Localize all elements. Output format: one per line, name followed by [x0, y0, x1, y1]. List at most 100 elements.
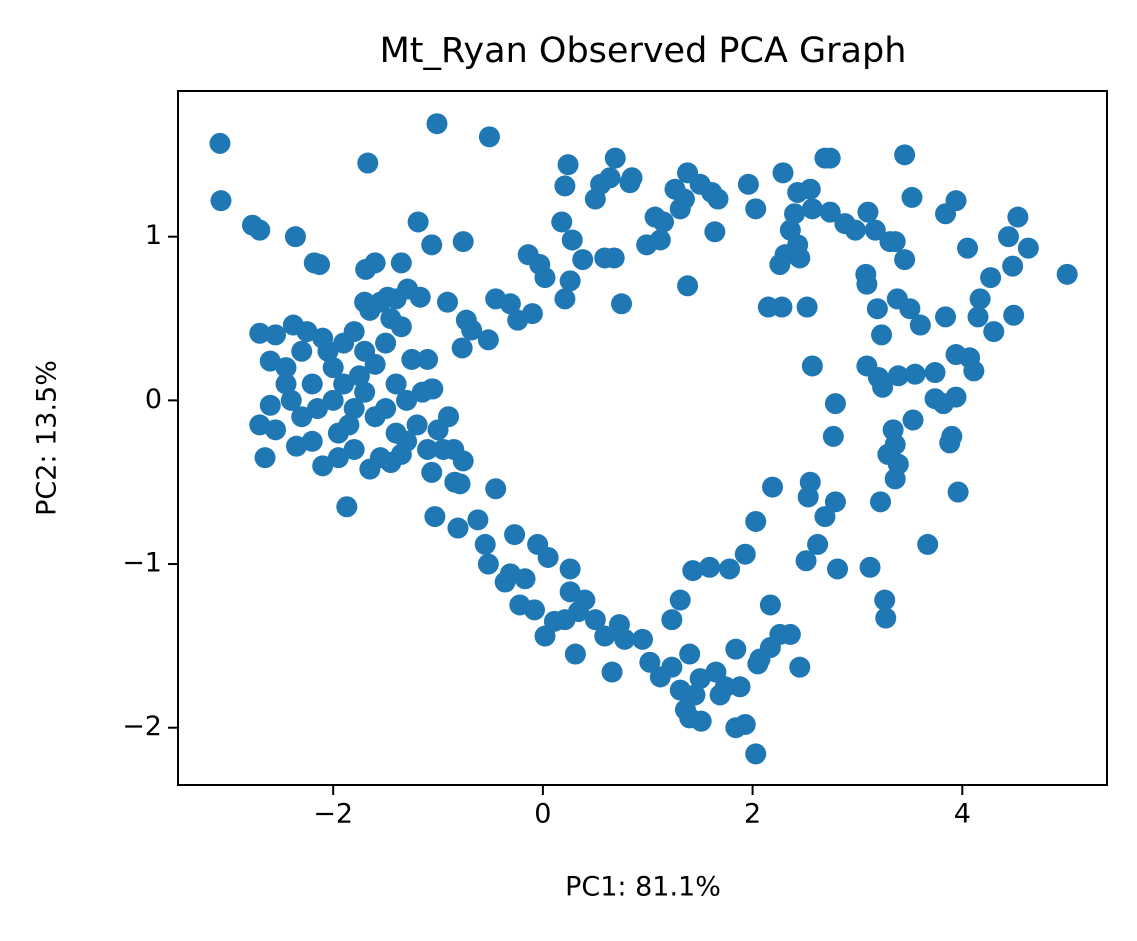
scatter-point	[856, 273, 878, 295]
scatter-point	[461, 319, 483, 341]
scatter-point	[957, 237, 979, 259]
scatter-point	[537, 546, 559, 568]
scatter-point	[870, 491, 892, 513]
scatter-point	[772, 162, 794, 184]
scatter-point	[312, 455, 334, 477]
scatter-point	[963, 360, 985, 382]
scatter-point	[801, 355, 823, 377]
scatter-point	[551, 211, 573, 233]
scatter-point	[719, 558, 741, 580]
scatter-point	[980, 267, 1002, 289]
scatter-point	[317, 340, 339, 362]
scatter-point	[795, 550, 817, 572]
scatter-point	[857, 201, 879, 223]
scatter-point	[704, 221, 726, 243]
scatter-point	[652, 211, 674, 233]
scatter-point	[799, 178, 821, 200]
scatter-point	[336, 496, 358, 518]
x-tick-label: 0	[534, 799, 551, 830]
scatter-point	[801, 198, 823, 220]
scatter-point	[904, 363, 926, 385]
scatter-point	[559, 270, 581, 292]
scatter-point	[779, 623, 801, 645]
scatter-point	[584, 609, 606, 631]
scatter-point	[447, 517, 469, 539]
scatter-point	[396, 389, 418, 411]
scatter-point	[819, 201, 841, 223]
scatter-point	[322, 389, 344, 411]
scatter-point	[599, 167, 621, 189]
scatter-point	[745, 743, 767, 765]
x-tick-label: 4	[954, 799, 971, 830]
scatter-point	[559, 581, 581, 603]
scatter-point	[807, 533, 829, 555]
scatter-point	[564, 643, 586, 665]
scatter-point	[390, 443, 412, 465]
scatter-point	[725, 638, 747, 660]
scatter-point	[1007, 206, 1029, 228]
scatter-point	[859, 556, 881, 578]
scatter-point	[504, 524, 526, 546]
scatter-point	[677, 275, 699, 297]
scatter-point	[390, 316, 412, 338]
scatter-point	[451, 337, 473, 359]
scatter-point	[436, 291, 458, 313]
scatter-point	[874, 589, 896, 611]
scatter-point	[649, 229, 671, 251]
scatter-point	[477, 553, 499, 575]
scatter-point	[364, 252, 386, 274]
scatter-point	[759, 594, 781, 616]
scatter-point	[249, 322, 271, 344]
scatter-point	[884, 231, 906, 253]
scatter-point	[521, 303, 543, 325]
scatter-point	[210, 190, 232, 212]
scatter-point	[438, 406, 460, 428]
scatter-point	[899, 298, 921, 320]
scatter-point	[561, 229, 583, 251]
scatter-point	[554, 288, 576, 310]
scatter-point	[572, 249, 594, 271]
scatter-point	[1056, 263, 1078, 285]
scatter-point	[894, 249, 916, 271]
scatter-point	[871, 324, 893, 346]
scatter-point	[769, 254, 791, 275]
scatter-point	[789, 656, 811, 678]
chart-title: Mt_Ryan Observed PCA Graph	[380, 31, 907, 71]
scatter-point	[604, 147, 626, 169]
scatter-point	[864, 219, 886, 241]
scatter-point	[343, 438, 365, 460]
scatter-point	[417, 438, 439, 460]
scatter-point	[409, 286, 431, 308]
scatter-point	[375, 398, 397, 420]
plot-frame	[177, 90, 1108, 786]
scatter-point	[689, 668, 711, 690]
scatter-point	[909, 314, 931, 336]
y-axis-label: PC2: 13.5%	[32, 360, 63, 516]
scatter-point	[1002, 255, 1024, 277]
scatter-point	[737, 173, 759, 195]
scatter-point	[894, 144, 916, 166]
scatter-point	[291, 340, 313, 362]
scatter-point	[608, 614, 630, 636]
scatter-point	[967, 306, 989, 328]
scatter-point	[734, 543, 756, 565]
scatter-point	[499, 293, 521, 315]
scatter-point	[407, 211, 429, 233]
scatter-point	[709, 684, 731, 706]
scatter-point	[557, 154, 579, 176]
scatter-point	[296, 321, 318, 343]
scatter-point	[669, 589, 691, 611]
scatter-point	[747, 653, 769, 675]
scatter-point	[902, 409, 924, 431]
scatter-point	[333, 373, 355, 395]
scatter-point	[452, 231, 474, 253]
scatter-point	[390, 252, 412, 274]
scatter-point	[417, 348, 439, 370]
scatter-point	[824, 393, 846, 415]
scatter-point	[478, 126, 500, 148]
scatter-point	[734, 713, 756, 735]
scatter-point	[796, 296, 818, 318]
scatter-point	[421, 461, 443, 483]
scatter-point	[406, 414, 428, 436]
scatter-point	[917, 533, 939, 555]
